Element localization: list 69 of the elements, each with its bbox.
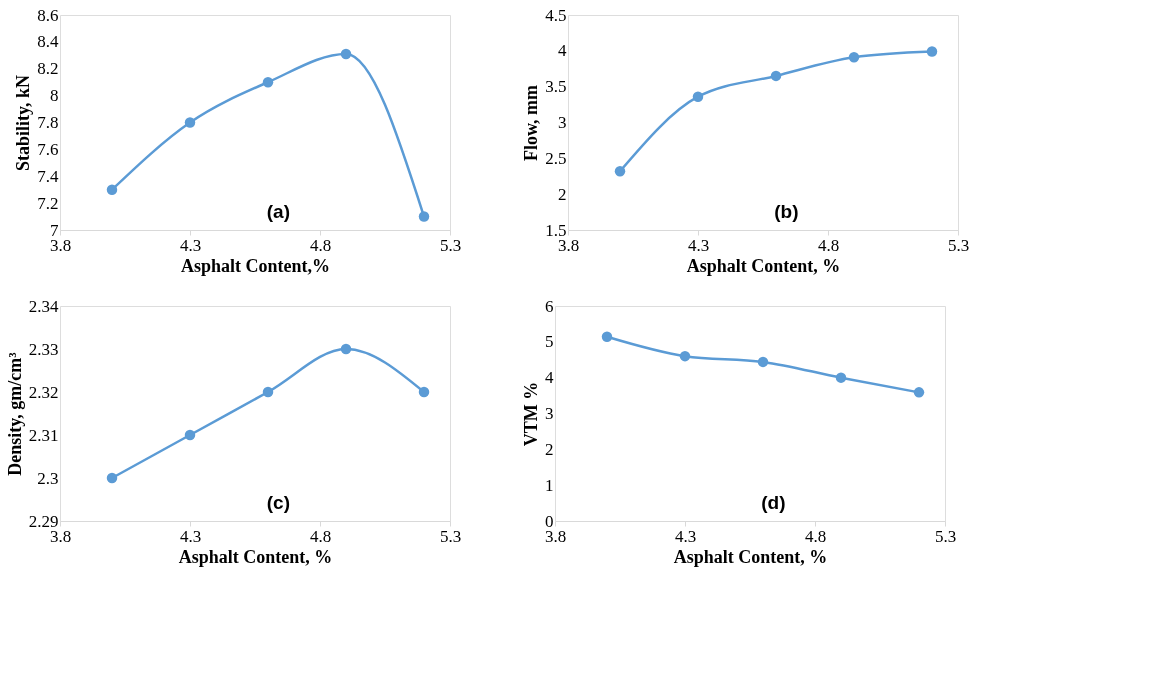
y-tick-label: 3.5: [545, 77, 567, 97]
x-tick-label: 4.8: [309, 526, 332, 546]
point: [184, 117, 196, 128]
y-tick-label: 8.6: [37, 5, 59, 25]
y-tick-label: 1: [545, 475, 554, 495]
annotation: (b): [774, 201, 799, 222]
annotation: (a): [266, 201, 291, 222]
y-tick-label: 2.5: [545, 148, 567, 168]
x-axis-title: Asphalt Content, %: [178, 546, 333, 567]
y-tick-label: 7.2: [37, 193, 59, 213]
y-tick-label: 2.34: [28, 296, 59, 316]
y-tick-label: 3: [558, 113, 567, 132]
point: [262, 386, 274, 398]
y-axis-title: Flow, mm: [521, 85, 542, 161]
y-axis-title: Density, gm/cm³: [4, 351, 25, 476]
y-tick-label: 7.4: [37, 166, 59, 186]
y-tick-label: 4: [558, 41, 567, 61]
y-tick-label: 7.8: [37, 113, 59, 132]
x-axis-title: Asphalt Content, %: [686, 255, 841, 276]
x-tick-label: 4.3: [674, 526, 697, 546]
x-tick-label: 5.3: [439, 235, 462, 255]
y-tick-label: 2: [558, 184, 567, 204]
point: [340, 343, 352, 355]
x-tick-label: 5.3: [947, 235, 970, 255]
point: [614, 166, 626, 177]
x-tick-label: 5.3: [934, 526, 957, 546]
annotation: (d): [761, 492, 786, 513]
point: [835, 372, 847, 383]
y-tick-label: 8.2: [37, 59, 59, 79]
y-axis-title: VTM %: [521, 381, 541, 447]
y-tick-label: 2.3: [37, 468, 59, 488]
point: [106, 184, 118, 195]
point: [106, 472, 118, 484]
point: [418, 211, 430, 222]
point: [262, 76, 274, 88]
x-tick-label: 5.3: [439, 526, 462, 546]
y-tick-label: 2.31: [28, 425, 59, 445]
y-tick-label: 8: [50, 86, 59, 106]
point: [770, 70, 782, 82]
point: [848, 52, 860, 63]
x-tick-label: 4.8: [804, 526, 827, 546]
y-tick-label: 5: [545, 332, 554, 352]
x-tick-label: 4.3: [179, 526, 202, 546]
y-axis-title: Stability, kN: [13, 74, 34, 172]
x-tick-label: 4.3: [687, 235, 710, 255]
y-tick-label: 4.5: [545, 5, 567, 25]
point: [692, 91, 704, 102]
y-tick-label: 2: [545, 439, 554, 459]
annotation: (c): [266, 492, 291, 513]
y-tick-label: 2.33: [28, 339, 59, 359]
point: [913, 387, 925, 398]
x-axis-title: Asphalt Content, %: [673, 546, 828, 567]
x-tick-label: 4.8: [309, 235, 332, 255]
point: [679, 350, 691, 362]
point: [757, 356, 769, 368]
y-tick-label: 8.4: [37, 32, 59, 52]
y-tick-label: 2.32: [28, 382, 59, 402]
point: [184, 429, 196, 441]
point: [926, 46, 938, 57]
y-tick-label: 4: [545, 368, 554, 388]
x-tick-label: 4.3: [179, 235, 202, 255]
y-tick-label: 7.6: [37, 139, 59, 159]
point: [340, 48, 352, 60]
point: [418, 386, 430, 398]
y-tick-label: 3: [545, 404, 554, 423]
x-axis-title: Asphalt Content,%: [180, 255, 331, 276]
x-tick-label: 4.8: [817, 235, 840, 255]
point: [601, 331, 613, 343]
y-tick-label: 6: [545, 296, 554, 316]
